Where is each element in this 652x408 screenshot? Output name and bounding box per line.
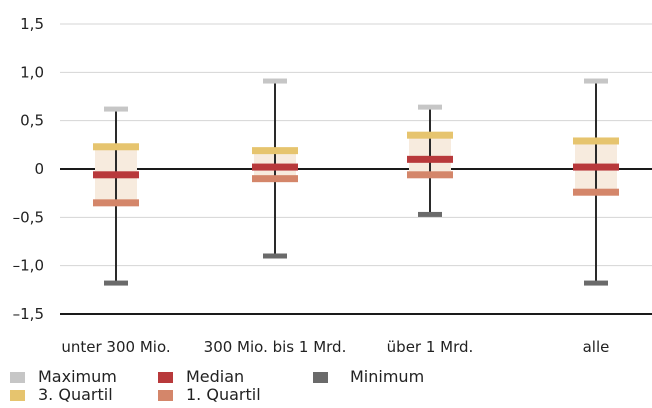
- q3-marker: [93, 143, 139, 151]
- legend-item-q3: 3. Quartil: [10, 386, 113, 404]
- box-plot-chart: 1,5 1,0 0,5 0 –0,5 –1,0 –1,5 unter 300 Mio. 300…: [13, 15, 652, 356]
- legend-label-maximum: Maximum: [38, 367, 117, 386]
- gridlines: [60, 23, 652, 315]
- q1-marker: [252, 175, 298, 183]
- minimum-marker: [418, 211, 442, 217]
- x-tick-label: 300 Mio. bis 1 Mrd.: [204, 338, 347, 356]
- q1-marker: [407, 171, 453, 179]
- legend-swatch-q3: [10, 389, 25, 401]
- box-plot-series: [93, 78, 619, 286]
- box-group: [573, 78, 619, 286]
- x-tick-label: alle: [583, 338, 610, 356]
- box-group: [407, 104, 453, 217]
- box-group: [252, 78, 298, 259]
- legend-item-median: Median: [158, 368, 244, 386]
- y-tick-label: –0,5: [13, 208, 44, 226]
- legend-item-maximum: Maximum: [10, 368, 117, 386]
- minimum-marker: [263, 253, 287, 259]
- y-tick-label: 0,5: [20, 112, 44, 130]
- q3-marker: [252, 147, 298, 155]
- minimum-marker: [104, 280, 128, 286]
- legend-label-minimum: Minimum: [350, 367, 425, 386]
- legend-item-minimum: Minimum: [313, 368, 424, 386]
- y-tick-label: 1,5: [20, 15, 44, 33]
- legend-label-q1: 1. Quartil: [186, 385, 261, 404]
- x-tick-label: über 1 Mrd.: [387, 338, 474, 356]
- minimum-marker: [584, 280, 608, 286]
- legend-swatch-maximum: [10, 371, 25, 383]
- y-tick-label: –1,0: [13, 257, 44, 275]
- maximum-marker: [418, 104, 442, 110]
- box-group: [93, 106, 139, 286]
- maximum-marker: [584, 78, 608, 84]
- median-marker: [93, 171, 139, 179]
- legend-label-q3: 3. Quartil: [38, 385, 113, 404]
- y-axis-tick-labels: 1,5 1,0 0,5 0 –0,5 –1,0 –1,5: [13, 15, 44, 323]
- y-tick-label: 0: [34, 160, 44, 178]
- legend-swatch-median: [158, 371, 173, 383]
- legend: Maximum Median Minimum 3. Quartil 1. Qua…: [10, 368, 570, 408]
- y-tick-label: 1,0: [20, 63, 44, 81]
- maximum-marker: [263, 78, 287, 84]
- median-marker: [573, 163, 619, 171]
- median-marker: [407, 155, 453, 163]
- median-marker: [252, 163, 298, 171]
- q3-marker: [573, 137, 619, 145]
- legend-swatch-q1: [158, 389, 173, 401]
- x-axis-tick-labels: unter 300 Mio. 300 Mio. bis 1 Mrd. über 1 …: [61, 338, 609, 356]
- y-tick-label: –1,5: [13, 305, 44, 323]
- q1-marker: [573, 188, 619, 196]
- q3-marker: [407, 131, 453, 139]
- maximum-marker: [104, 106, 128, 112]
- q1-marker: [93, 199, 139, 207]
- legend-item-q1: 1. Quartil: [158, 386, 261, 404]
- x-tick-label: unter 300 Mio.: [61, 338, 170, 356]
- legend-label-median: Median: [186, 367, 245, 386]
- legend-swatch-minimum: [313, 371, 328, 383]
